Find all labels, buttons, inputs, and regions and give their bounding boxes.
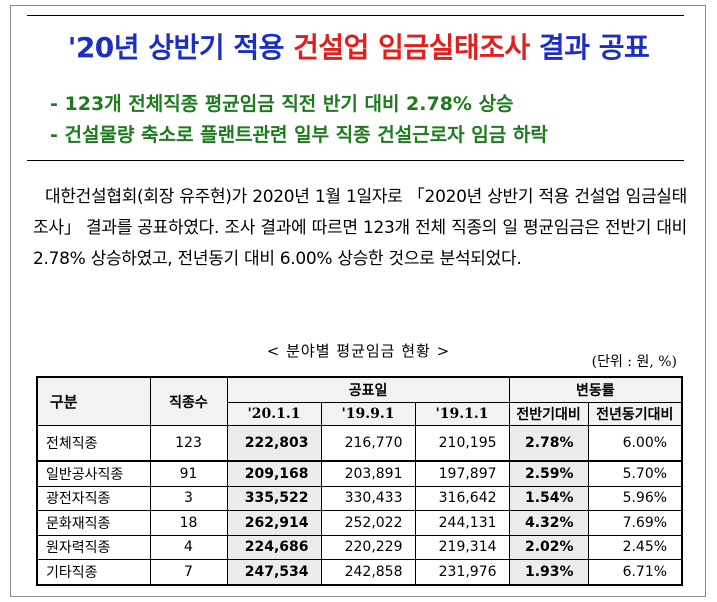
row-change-year: 2.45% [587, 534, 683, 560]
row-value-2019-09: 220,229 [320, 534, 416, 560]
row-name: 일반공사직종 [36, 460, 151, 487]
top-rule [27, 15, 684, 16]
header-count: 직종수 [149, 376, 228, 426]
headline-part-3: 결과 공표 [529, 31, 650, 64]
header-change-half: 전반기대비 [508, 402, 589, 426]
row-name: 원자력직종 [36, 534, 151, 560]
headline-part-1: '20년 상반기 적용 [67, 31, 294, 64]
wage-table-body: 전체직종 123 222,803 216,770 210,195 2.78% 6.00% 일반… [36, 425, 683, 585]
row-count: 123 [149, 425, 228, 462]
row-count: 18 [149, 510, 228, 536]
row-value-2019-01: 219,314 [414, 534, 510, 560]
headline-part-2: 건설업 임금실태조사 [293, 31, 530, 64]
bottom-rule [27, 160, 684, 161]
row-value-2019-09: 203,891 [320, 460, 416, 487]
row-count: 7 [149, 559, 228, 585]
row-change-half: 4.32% [508, 510, 589, 536]
row-change-year: 6.00% [587, 425, 683, 462]
row-value-2019-01: 197,897 [414, 460, 510, 487]
subheading-1: - 123개 전체직종 평균임금 직전 반기 대비 2.78% 상승 [50, 93, 514, 115]
row-value-2020-01: 209,168 [226, 460, 322, 487]
row-change-year: 5.70% [587, 460, 683, 487]
row-value-2019-09: 242,858 [320, 559, 416, 585]
row-value-2019-01: 244,131 [414, 510, 510, 536]
row-name: 전체직종 [36, 425, 151, 462]
row-change-year: 6.71% [587, 559, 683, 585]
row-change-half: 2.78% [508, 425, 589, 462]
row-value-2020-01: 224,686 [226, 534, 322, 560]
headline: '20년 상반기 적용 건설업 임금실태조사 결과 공표 [0, 26, 717, 66]
row-change-year: 7.69% [587, 510, 683, 536]
header-announced: 공표일 [226, 376, 510, 403]
row-value-2020-01: 262,914 [226, 510, 322, 536]
wage-table: 구분 직종수 공표일 변동률 '20.1.1 '19.9.1 '19.1.1 전… [36, 376, 684, 586]
row-value-2019-09: 216,770 [320, 425, 416, 462]
row-value-2019-01: 231,976 [414, 559, 510, 585]
row-count: 3 [149, 485, 228, 511]
row-value-2019-09: 252,022 [320, 510, 416, 536]
row-change-half: 1.54% [508, 485, 589, 511]
row-change-half: 1.93% [508, 559, 589, 585]
header-date-1: '20.1.1 [226, 402, 322, 426]
header-change: 변동률 [508, 376, 683, 403]
header-change-year: 전년동기대비 [587, 402, 683, 426]
row-change-half: 2.02% [508, 534, 589, 560]
row-name: 기타직종 [36, 559, 151, 585]
row-value-2019-01: 210,195 [414, 425, 510, 462]
row-value-2020-01: 222,803 [226, 425, 322, 462]
table-row: 기타직종 7 247,534 242,858 231,976 1.93% 6.71% [36, 559, 683, 585]
row-count: 91 [149, 460, 228, 487]
table-row: 문화재직종 18 262,914 252,022 244,131 4.32% 7.69% [36, 510, 683, 536]
table-row: 광전자직종 3 335,522 330,433 316,642 1.54% 5.96% [36, 485, 683, 511]
row-value-2019-09: 330,433 [320, 485, 416, 511]
table-row: 전체직종 123 222,803 216,770 210,195 2.78% 6.00% [36, 425, 683, 462]
row-change-half: 2.59% [508, 460, 589, 487]
table-title: < 분야별 평균임금 현황 > [266, 342, 451, 360]
header-date-2: '19.9.1 [320, 402, 416, 426]
row-value-2019-01: 316,642 [414, 485, 510, 511]
header-date-3: '19.1.1 [414, 402, 510, 426]
row-count: 4 [149, 534, 228, 560]
subheading-2: - 건설물량 축소로 플랜트관련 일부 직종 건설근로자 임금 하락 [50, 124, 548, 146]
table-unit: (단위 : 원, %) [591, 354, 677, 370]
row-name: 광전자직종 [36, 485, 151, 511]
row-value-2020-01: 247,534 [226, 559, 322, 585]
row-name: 문화재직종 [36, 510, 151, 536]
table-row: 원자력직종 4 224,686 220,229 219,314 2.02% 2.45% [36, 534, 683, 560]
row-value-2020-01: 335,522 [226, 485, 322, 511]
header-gubun: 구분 [36, 376, 151, 426]
body-paragraph: 대한건설협회(회장 유주현)가 2020년 1월 1일자로 「2020년 상반기… [33, 187, 687, 269]
table-row: 일반공사직종 91 209,168 203,891 197,897 2.59% 5.70% [36, 460, 683, 487]
document-frame [10, 5, 706, 597]
row-change-year: 5.96% [587, 485, 683, 511]
